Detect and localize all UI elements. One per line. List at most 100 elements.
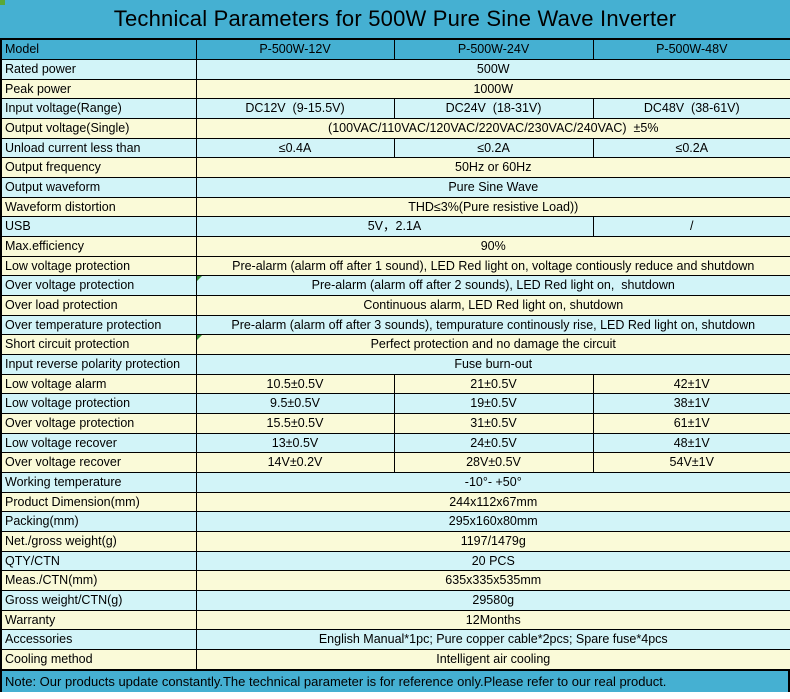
row-label: Over voltage protection bbox=[0, 275, 197, 296]
row-value: ≤0.2A bbox=[393, 137, 594, 159]
row-label: Accessories bbox=[0, 629, 197, 651]
table-row: Over voltage protection Pre-alarm (alarm … bbox=[0, 275, 790, 296]
row-value: Pre-alarm (alarm off after 1 sound), LED… bbox=[195, 255, 790, 277]
table-row: Low voltage protection 9.5±0.5V 19±0.5V 38±… bbox=[0, 393, 790, 414]
table-row: Warranty 12Months bbox=[0, 609, 790, 631]
row-value: 10.5±0.5V bbox=[195, 373, 395, 395]
column-header-12v: P-500W-12V bbox=[195, 38, 395, 60]
row-label: Max.efficiency bbox=[0, 235, 197, 257]
row-value: 295x160x80mm bbox=[195, 511, 790, 533]
row-label: Over voltage recover bbox=[0, 452, 197, 473]
row-value: 28V±0.5V bbox=[393, 452, 594, 473]
column-header-model: Model bbox=[0, 38, 197, 60]
row-label: Over load protection bbox=[0, 294, 197, 316]
row-value: 1197/1479g bbox=[195, 531, 790, 552]
row-label: Low voltage protection bbox=[0, 255, 197, 277]
spec-table: Model P-500W-12V P-500W-24V P-500W-48V R… bbox=[0, 38, 790, 671]
row-value: 13±0.5V bbox=[195, 432, 395, 454]
green-corner-marker-icon bbox=[197, 335, 202, 341]
row-label: Rated power bbox=[0, 58, 197, 80]
column-header-48v: P-500W-48V bbox=[592, 38, 790, 60]
row-value: 21±0.5V bbox=[393, 373, 594, 395]
row-label: Unload current less than bbox=[0, 137, 197, 159]
row-value: Continuous alarm, LED Red light on, shut… bbox=[195, 294, 790, 316]
table-row: Working temperature -10°- +50° bbox=[0, 472, 790, 493]
row-value: English Manual*1pc; Pure copper cable*2p… bbox=[195, 629, 790, 651]
footer-note: Note: Our products update constantly.The… bbox=[0, 671, 790, 692]
row-value: 12Months bbox=[195, 609, 790, 631]
row-label: Warranty bbox=[0, 609, 197, 631]
table-row: Over temperature protection Pre-alarm (al… bbox=[0, 314, 790, 336]
row-label: Meas./CTN(mm) bbox=[0, 570, 197, 592]
row-label: QTY/CTN bbox=[0, 550, 197, 572]
table-row: Output frequency 50Hz or 60Hz bbox=[0, 157, 790, 178]
row-value: 20 PCS bbox=[195, 550, 790, 572]
row-value: Pre-alarm (alarm off after 3 sounds), te… bbox=[195, 314, 790, 336]
table-row: Over load protection Continuous alarm, LE… bbox=[0, 294, 790, 316]
row-label: Output voltage(Single) bbox=[0, 117, 197, 139]
row-value: DC24V (18-31V) bbox=[393, 98, 594, 119]
row-label: Over voltage protection bbox=[0, 412, 197, 434]
column-header-24v: P-500W-24V bbox=[393, 38, 594, 60]
table-row: Net./gross weight(g) 1197/1479g bbox=[0, 531, 790, 552]
row-value: / bbox=[592, 216, 790, 237]
row-value: 90% bbox=[195, 235, 790, 257]
table-row: Over voltage protection 15.5±0.5V 31±0.5V 6… bbox=[0, 412, 790, 434]
table-row: Max.efficiency 90% bbox=[0, 235, 790, 257]
row-label: Input voltage(Range) bbox=[0, 98, 197, 119]
table-row: Cooling method Intelligent air cooling bbox=[0, 649, 790, 671]
row-value: 635x335x535mm bbox=[195, 570, 790, 592]
table-row: Meas./CTN(mm) 635x335x535mm bbox=[0, 570, 790, 592]
row-value: 5V，2.1A bbox=[195, 216, 594, 237]
row-value: DC48V (38-61V) bbox=[592, 98, 790, 119]
selection-corner-artifact bbox=[0, 0, 5, 5]
row-value: 500W bbox=[195, 58, 790, 80]
row-value: 19±0.5V bbox=[393, 393, 594, 414]
row-label: Cooling method bbox=[0, 649, 197, 671]
row-label: Output waveform bbox=[0, 176, 197, 198]
row-label: Product Dimension(mm) bbox=[0, 491, 197, 513]
row-label: Input reverse polarity protection bbox=[0, 353, 197, 375]
row-label: Packing(mm) bbox=[0, 511, 197, 533]
table-row: USB 5V，2.1A / bbox=[0, 216, 790, 237]
row-value: 29580g bbox=[195, 590, 790, 611]
table-row: Gross weight/CTN(g) 29580g bbox=[0, 590, 790, 611]
table-row: Output waveform Pure Sine Wave bbox=[0, 176, 790, 198]
row-label: Net./gross weight(g) bbox=[0, 531, 197, 552]
row-value: 54V±1V bbox=[592, 452, 790, 473]
row-value: THD≤3%(Pure resistive Load)) bbox=[195, 196, 790, 218]
row-value: 15.5±0.5V bbox=[195, 412, 395, 434]
table-row: Input reverse polarity protection Fuse bu… bbox=[0, 353, 790, 375]
row-value: Pure Sine Wave bbox=[195, 176, 790, 198]
row-label: Waveform distortion bbox=[0, 196, 197, 218]
page-title: Technical Parameters for 500W Pure Sine … bbox=[0, 0, 790, 38]
table-row: Rated power 500W bbox=[0, 58, 790, 80]
row-value: 24±0.5V bbox=[393, 432, 594, 454]
row-label: Output frequency bbox=[0, 157, 197, 178]
row-label: Low voltage recover bbox=[0, 432, 197, 454]
row-value: Pre-alarm (alarm off after 2 sounds), LE… bbox=[195, 275, 790, 296]
row-label: Low voltage protection bbox=[0, 393, 197, 414]
row-value: 1000W bbox=[195, 78, 790, 100]
table-row: Waveform distortion THD≤3%(Pure resistive… bbox=[0, 196, 790, 218]
row-value: Fuse burn-out bbox=[195, 353, 790, 375]
row-value: ≤0.4A bbox=[195, 137, 395, 159]
table-row: Low voltage protection Pre-alarm (alarm o… bbox=[0, 255, 790, 277]
row-value: 14V±0.2V bbox=[195, 452, 395, 473]
table-row: Accessories English Manual*1pc; Pure copp… bbox=[0, 629, 790, 651]
row-label: Over temperature protection bbox=[0, 314, 197, 336]
row-value: 31±0.5V bbox=[393, 412, 594, 434]
row-value: 61±1V bbox=[592, 412, 790, 434]
row-label: USB bbox=[0, 216, 197, 237]
row-label: Gross weight/CTN(g) bbox=[0, 590, 197, 611]
row-value: Intelligent air cooling bbox=[195, 649, 790, 671]
table-header-row: Model P-500W-12V P-500W-24V P-500W-48V bbox=[0, 38, 790, 60]
table-row: Short circuit protection Perfect protecti… bbox=[0, 334, 790, 355]
table-row: Packing(mm) 295x160x80mm bbox=[0, 511, 790, 533]
row-value: 244x112x67mm bbox=[195, 491, 790, 513]
table-row: Output voltage(Single) (100VAC/110VAC/120… bbox=[0, 117, 790, 139]
row-value: -10°- +50° bbox=[195, 472, 790, 493]
row-value: DC12V (9-15.5V) bbox=[195, 98, 395, 119]
table-row: Unload current less than ≤0.4A ≤0.2A ≤0.2A bbox=[0, 137, 790, 159]
